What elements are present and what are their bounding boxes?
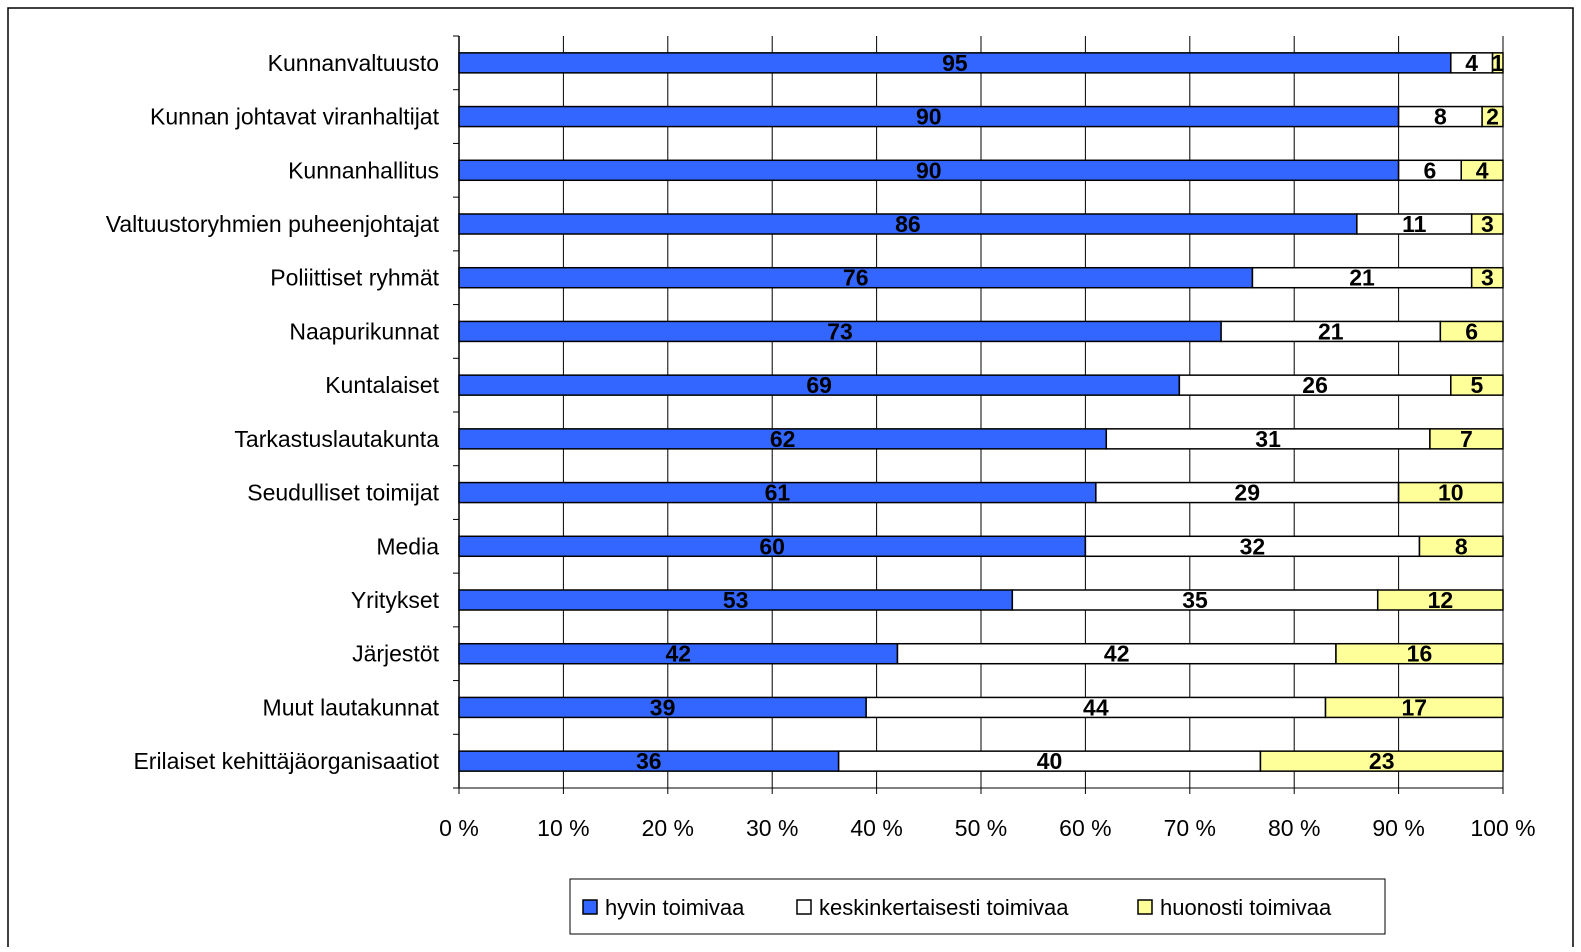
data-label: 90	[916, 157, 942, 183]
category-label: Poliittiset ryhmät	[270, 265, 439, 291]
category-label: Naapurikunnat	[289, 318, 439, 344]
data-label: 36	[636, 748, 662, 774]
category-label: Valtuustoryhmien puheenjohtajat	[106, 211, 440, 237]
x-tick-label: 90 %	[1372, 815, 1424, 841]
data-label: 7	[1460, 426, 1473, 452]
data-label: 62	[770, 426, 796, 452]
data-label: 39	[650, 694, 676, 720]
bar-segment	[1397, 481, 1504, 504]
x-tick-label: 80 %	[1268, 815, 1320, 841]
data-label: 8	[1434, 104, 1447, 130]
data-label: 32	[1240, 533, 1266, 559]
data-label: 29	[1234, 480, 1260, 506]
category-label: Yritykset	[351, 587, 440, 613]
data-label: 23	[1369, 748, 1395, 774]
legend-label: hyvin toimivaa	[605, 895, 745, 920]
data-label: 11	[1402, 211, 1427, 237]
data-label: 61	[765, 480, 791, 506]
category-label: Kuntalaiset	[325, 372, 439, 398]
data-label: 69	[806, 372, 832, 398]
x-tick-label: 20 %	[642, 815, 694, 841]
category-label: Media	[376, 533, 439, 559]
legend-label: keskinkertaisesti toimivaa	[819, 895, 1069, 920]
category-label: Erilaiset kehittäjäorganisaatiot	[133, 748, 439, 774]
data-label: 3	[1481, 265, 1494, 291]
data-label: 12	[1428, 587, 1454, 613]
data-label: 10	[1438, 480, 1464, 506]
bar-segment	[1491, 52, 1504, 74]
bar-segment	[1376, 589, 1504, 611]
bar-segment	[1418, 535, 1504, 558]
chart-border	[7, 7, 1574, 952]
data-label: 53	[723, 587, 749, 613]
bar-segment	[1481, 105, 1504, 128]
category-label: Kunnan johtavat viranhaltijat	[150, 104, 440, 130]
bar-segment	[1460, 159, 1504, 182]
legend-swatch	[582, 899, 598, 915]
x-tick-label: 50 %	[955, 815, 1007, 841]
data-label: 1	[1491, 50, 1504, 76]
legend-swatch	[1137, 899, 1153, 915]
category-label: Seudulliset toimijat	[247, 480, 439, 506]
category-label: Järjestöt	[352, 641, 440, 667]
data-label: 2	[1486, 104, 1499, 130]
data-label: 73	[827, 318, 853, 344]
data-label: 21	[1318, 318, 1344, 344]
data-label: 60	[759, 533, 785, 559]
data-label: 86	[895, 211, 921, 237]
data-label: 90	[916, 104, 942, 130]
data-label: 26	[1302, 372, 1328, 398]
data-label: 95	[942, 50, 968, 76]
data-label: 31	[1255, 426, 1281, 452]
bar-segment	[1429, 428, 1504, 450]
bar-segment	[1335, 642, 1504, 665]
data-label: 6	[1465, 318, 1478, 344]
x-tick-label: 0 %	[439, 815, 479, 841]
bar-segment	[1470, 213, 1504, 235]
x-tick-label: 60 %	[1059, 815, 1111, 841]
category-label: Tarkastuslautakunta	[234, 426, 439, 452]
data-label: 5	[1471, 372, 1484, 398]
data-label: 42	[665, 641, 691, 667]
data-label: 35	[1182, 587, 1208, 613]
legend: hyvin toimivaa keskinkertaisesti toimivaa…	[569, 878, 1386, 935]
category-label: Kunnanhallitus	[288, 157, 439, 183]
legend-box	[569, 878, 1386, 935]
bar-segment	[1450, 374, 1504, 396]
x-tick-label: 100 %	[1470, 815, 1535, 841]
data-label: 76	[843, 265, 869, 291]
data-label: 4	[1465, 50, 1478, 76]
data-label: 6	[1424, 157, 1437, 183]
data-label: 42	[1104, 641, 1130, 667]
x-tick-label: 10 %	[537, 815, 589, 841]
x-tick-label: 70 %	[1164, 815, 1216, 841]
bar-segment	[1470, 266, 1504, 289]
bar-segment	[1259, 750, 1504, 772]
legend-swatch	[796, 899, 812, 915]
data-label: 44	[1083, 694, 1109, 720]
data-label: 3	[1481, 211, 1494, 237]
x-tick-label: 40 %	[850, 815, 902, 841]
bar-segment	[1324, 696, 1504, 719]
data-label: 8	[1455, 533, 1468, 559]
data-label: 16	[1407, 641, 1433, 667]
data-label: 40	[1037, 748, 1063, 774]
category-label: Muut lautakunnat	[263, 694, 440, 720]
data-label: 21	[1349, 265, 1375, 291]
legend-label: huonosti toimivaa	[1160, 895, 1332, 920]
data-label: 17	[1401, 694, 1427, 720]
data-label: 4	[1476, 157, 1489, 183]
bar-segment	[1439, 320, 1504, 343]
x-tick-label: 30 %	[746, 815, 798, 841]
category-label: Kunnanvaltuusto	[268, 50, 439, 76]
